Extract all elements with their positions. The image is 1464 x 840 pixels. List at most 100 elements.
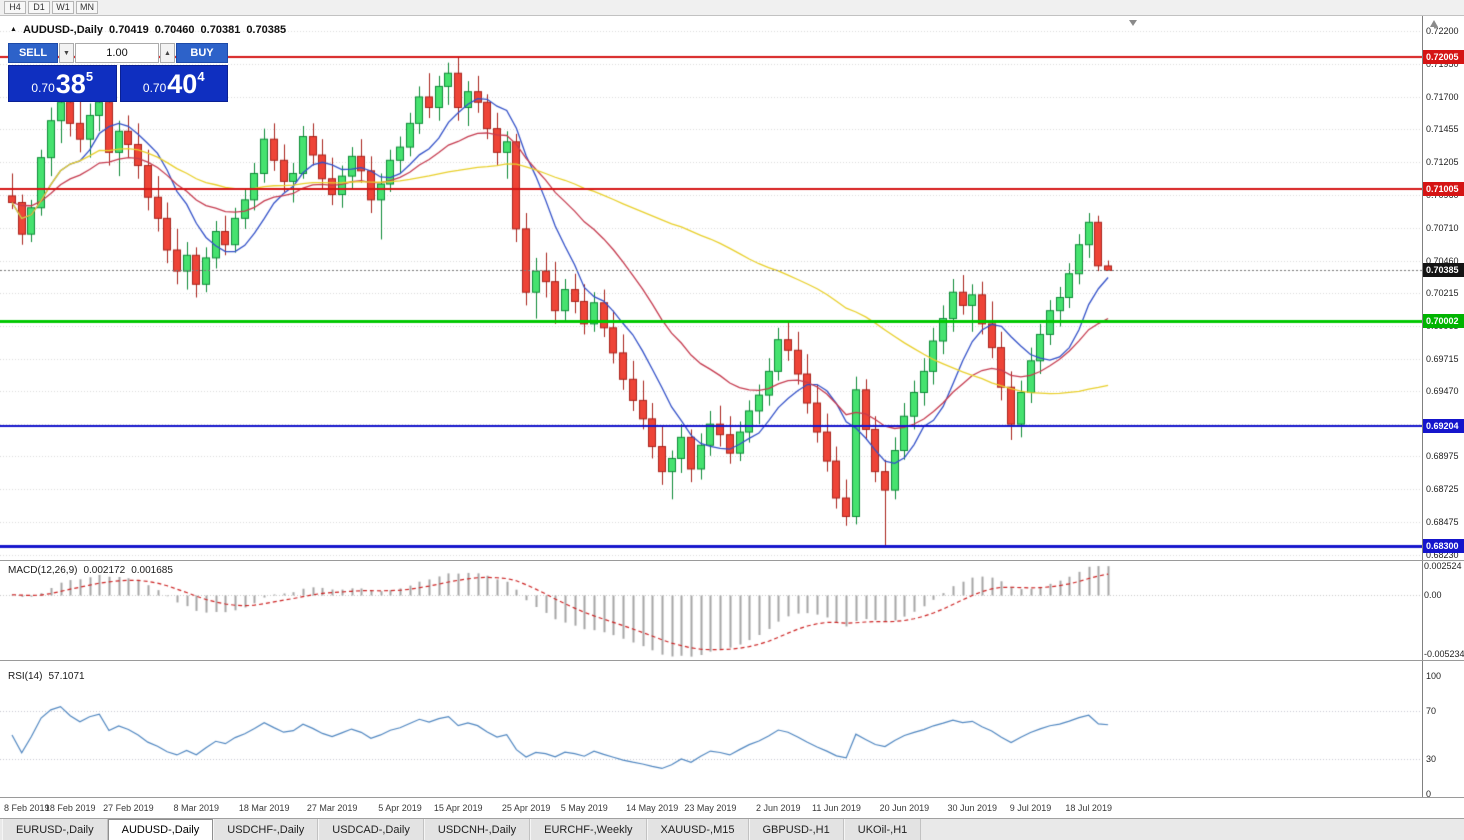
volume-decrement-button[interactable]: ▼ bbox=[59, 43, 74, 63]
macd-axis-label: -0.005234 bbox=[1424, 648, 1464, 659]
chart-tab-audusd-daily[interactable]: AUDUSD-,Daily bbox=[107, 819, 214, 840]
price-axis-label: 0.71950 bbox=[1426, 58, 1459, 69]
price-axis-label: 0.71205 bbox=[1426, 157, 1459, 168]
volume-input[interactable]: 1.00 bbox=[75, 43, 159, 63]
macd-indicator-canvas[interactable] bbox=[0, 561, 1422, 660]
main-chart-canvas[interactable] bbox=[0, 16, 1422, 560]
price-axis[interactable]: 0.722000.719500.717000.714550.712050.709… bbox=[1422, 16, 1464, 799]
rsi-axis-label: 70 bbox=[1426, 706, 1437, 717]
macd-name: MACD(12,26,9) bbox=[8, 565, 78, 576]
price-axis-badge-support-3: 0.68300 bbox=[1423, 538, 1464, 553]
rsi-axis-label: 100 bbox=[1426, 671, 1442, 681]
sell-price-big: 38 bbox=[55, 69, 86, 99]
price-axis-label: 0.70710 bbox=[1426, 222, 1459, 233]
date-axis-label: 5 May 2019 bbox=[560, 803, 608, 813]
symbol-title: AUDUSD-,Daily bbox=[22, 24, 104, 36]
price-axis-badge-current-price: 0.70385 bbox=[1423, 263, 1464, 278]
rsi-axis-label: 30 bbox=[1426, 753, 1437, 764]
date-axis-label: 18 Mar 2019 bbox=[238, 803, 290, 813]
chart-tab-eurusd-daily[interactable]: EURUSD-,Daily bbox=[2, 819, 108, 840]
date-axis-label: 18 Jul 2019 bbox=[1065, 803, 1112, 813]
chart-tab-gbpusd-h1[interactable]: GBPUSD-,H1 bbox=[748, 819, 844, 840]
ohlc-high: 0.70460 bbox=[154, 24, 195, 36]
volume-increment-button[interactable]: ▲ bbox=[160, 43, 175, 63]
timeframe-button-mn[interactable]: MN bbox=[76, 1, 98, 14]
macd-axis-label: 0.00 bbox=[1424, 589, 1442, 600]
date-axis-label: 8 Feb 2019 bbox=[4, 803, 50, 813]
date-axis-label: 30 Jun 2019 bbox=[947, 803, 998, 813]
ohlc-open: 0.70419 bbox=[109, 24, 149, 36]
sell-price-sup: 5 bbox=[85, 69, 94, 84]
price-axis-label: 0.68975 bbox=[1426, 451, 1459, 462]
date-axis-label: 27 Feb 2019 bbox=[103, 803, 154, 813]
panel-separator[interactable] bbox=[0, 660, 1464, 661]
price-axis-badge-support-2: 0.69204 bbox=[1423, 419, 1464, 434]
one-click-trade-panel: SELL ▼ 1.00 ▲ BUY 0.70 38 5 0.70 40 4 bbox=[8, 43, 228, 102]
price-axis-label: 0.71455 bbox=[1426, 124, 1459, 135]
chart-tab-usdcnh-daily[interactable]: USDCNH-,Daily bbox=[423, 819, 531, 840]
symbol-arrow-icon: ▲ bbox=[10, 26, 17, 33]
price-axis-badge-support-1: 0.70002 bbox=[1423, 313, 1464, 328]
price-axis-label: 0.71700 bbox=[1426, 91, 1459, 102]
scroll-up-icon[interactable] bbox=[1430, 20, 1438, 27]
date-axis-label: 5 Apr 2019 bbox=[378, 803, 422, 813]
chart-tabbar: EURUSD-,Daily AUDUSD-,Daily USDCHF-,Daily U… bbox=[0, 818, 1464, 840]
triangle-up-icon: ▲ bbox=[164, 49, 171, 57]
date-axis-label: 15 Apr 2019 bbox=[433, 803, 483, 813]
chart-title: ▲ AUDUSD-,Daily 0.70419 0.70460 0.70381 … bbox=[10, 24, 286, 36]
date-axis-label: 11 Jun 2019 bbox=[812, 803, 861, 813]
panel-separator[interactable] bbox=[0, 797, 1464, 798]
macd-indicator-label: MACD(12,26,9) 0.002172 0.001685 bbox=[8, 565, 173, 576]
buy-price-prefix: 0.70 bbox=[142, 81, 167, 95]
timeframe-button-h4[interactable]: H4 bbox=[4, 1, 26, 14]
rsi-name: RSI(14) bbox=[8, 671, 43, 682]
date-axis-label: 18 Feb 2019 bbox=[44, 803, 96, 813]
buy-price-sup: 4 bbox=[197, 69, 205, 84]
macd-axis-label: 0.002524 bbox=[1424, 561, 1462, 572]
rsi-value: 57.1071 bbox=[48, 671, 85, 682]
chart-tab-usdcad-daily[interactable]: USDCAD-,Daily bbox=[318, 819, 424, 840]
chart-window: 0.72200 0.71950 0.71700 0.71455 0.71205 0.70 9… bbox=[0, 16, 1464, 818]
price-axis-label: 0.69715 bbox=[1426, 353, 1459, 364]
panel-separator[interactable] bbox=[0, 560, 1464, 561]
price-axis-label: 0.68230 bbox=[1426, 549, 1459, 560]
price-axis-label: 0.69470 bbox=[1426, 386, 1459, 397]
price-axis-label: 0.70460 bbox=[1426, 255, 1459, 266]
price-axis-label: 0.68725 bbox=[1426, 484, 1459, 495]
chart-tab-usdchf-daily[interactable]: USDCHF-,Daily bbox=[213, 819, 319, 840]
date-axis-label: 9 Jul 2019 bbox=[1009, 803, 1052, 813]
buy-price-big: 40 bbox=[167, 69, 198, 99]
buy-button[interactable]: BUY bbox=[176, 43, 228, 63]
date-axis-label: 8 Mar 2019 bbox=[173, 803, 220, 813]
date-axis[interactable]: 8 Feb 2019 18 Feb 2019 27 Feb 2019 8 Mar 20… bbox=[0, 798, 1464, 818]
chart-tab-eurchf-weekly[interactable]: EURCHF-,Weekly bbox=[530, 819, 647, 840]
timeframe-button-w1[interactable]: W1 bbox=[52, 1, 74, 14]
timeframe-button-d1[interactable]: D1 bbox=[28, 1, 50, 14]
price-axis-badge-resistance-2: 0.71005 bbox=[1423, 181, 1464, 196]
rsi-indicator-canvas[interactable] bbox=[0, 661, 1422, 797]
ohlc-close: 0.70385 bbox=[246, 24, 287, 36]
price-axis-badge-resistance-1: 0.72005 bbox=[1423, 49, 1464, 64]
date-axis-label: 2 Jun 2019 bbox=[756, 803, 801, 813]
macd-signal-value: 0.001685 bbox=[131, 565, 173, 576]
price-axis-label: 0.70215 bbox=[1426, 287, 1459, 298]
price-axis-label: 0.72200 bbox=[1426, 26, 1459, 36]
date-axis-label: 14 May 2019 bbox=[626, 803, 679, 813]
date-axis-label: 23 May 2019 bbox=[684, 803, 737, 813]
ohlc-low: 0.70381 bbox=[200, 24, 241, 36]
date-axis-label: 25 Apr 2019 bbox=[501, 803, 551, 813]
buy-price-display[interactable]: 0.70 40 4 bbox=[119, 65, 228, 102]
date-axis-label: 27 Mar 2019 bbox=[306, 803, 358, 813]
macd-main-value: 0.002172 bbox=[83, 565, 126, 576]
chart-tab-ukoil-h1[interactable]: UKOil-,H1 bbox=[843, 819, 922, 840]
triangle-down-icon: ▼ bbox=[63, 49, 70, 57]
price-axis-label: 0.68475 bbox=[1426, 517, 1459, 528]
date-axis-label: 20 Jun 2019 bbox=[879, 803, 930, 813]
rsi-indicator-label: RSI(14) 57.1071 bbox=[8, 671, 85, 682]
sell-button[interactable]: SELL bbox=[8, 43, 58, 63]
sell-price-display[interactable]: 0.70 38 5 bbox=[8, 65, 117, 102]
timeframe-toolbar: H4 D1 W1 MN bbox=[0, 0, 1464, 16]
chart-tab-xauusd-m15[interactable]: XAUUSD-,M15 bbox=[646, 819, 749, 840]
chart-shift-marker-icon[interactable] bbox=[1129, 20, 1137, 26]
